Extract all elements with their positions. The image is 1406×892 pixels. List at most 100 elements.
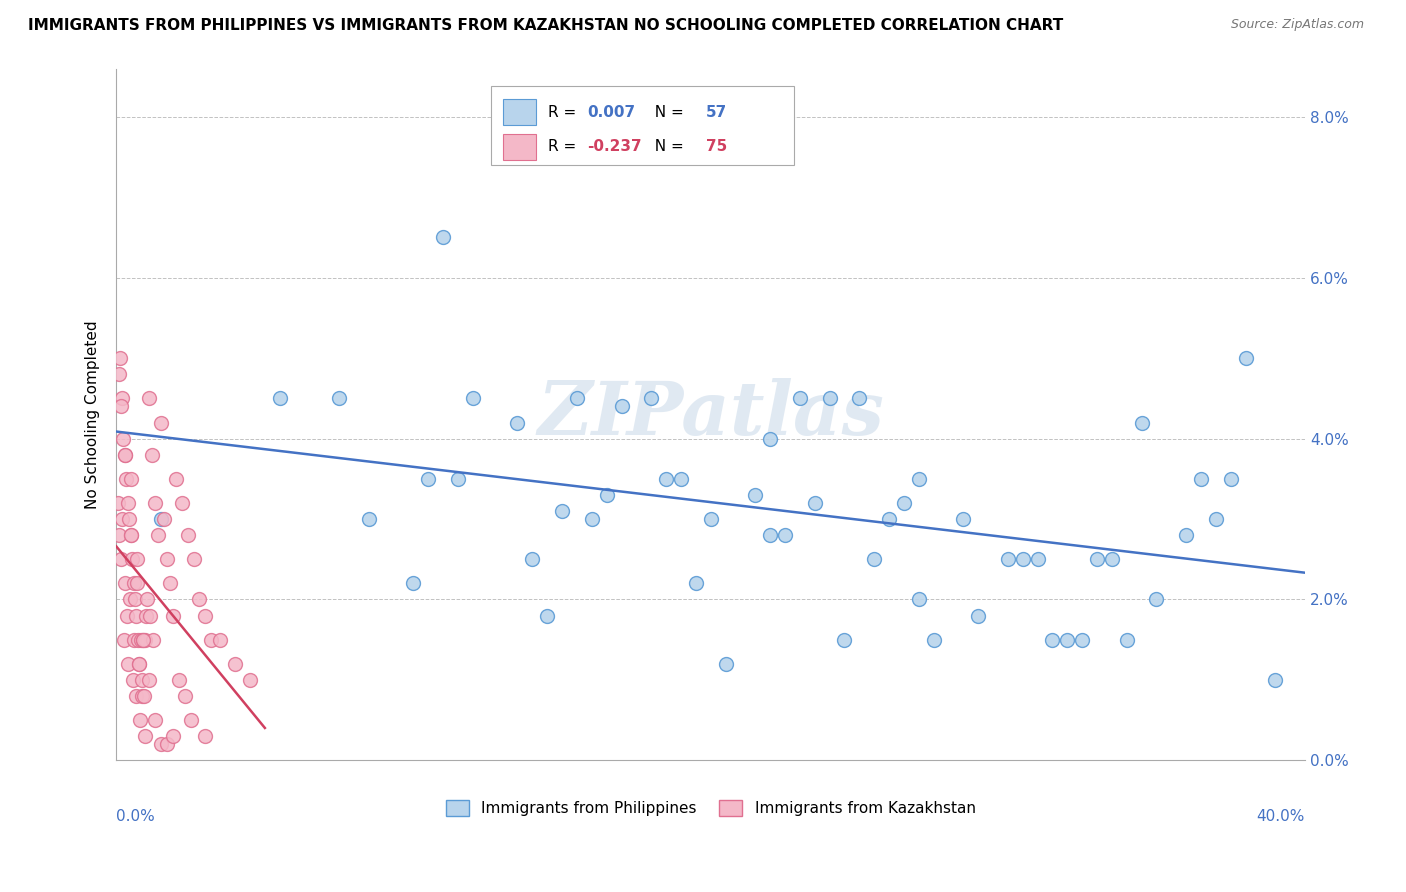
Point [803,496,825,510]
Point [131,689,153,703]
Point [610,400,633,414]
Point [551,504,574,518]
Point [907,592,929,607]
Point [114,576,136,591]
Point [1115,632,1137,647]
Point [128,657,150,671]
Point [1146,592,1168,607]
Text: 40.0%: 40.0% [1257,809,1305,824]
Point [122,576,145,591]
Point [1189,472,1212,486]
Point [922,632,945,647]
Point [595,488,617,502]
Point [834,632,856,647]
Point [183,552,205,566]
Text: 0.0%: 0.0% [117,809,155,824]
Point [117,657,139,671]
Point [655,472,678,486]
Point [447,472,470,486]
Point [239,673,262,687]
Point [112,632,135,647]
Point [907,472,929,486]
Point [135,608,157,623]
Point [118,592,141,607]
Point [536,608,558,623]
Point [139,608,162,623]
Point [124,592,146,607]
Point [138,392,160,406]
Point [877,512,900,526]
Point [581,512,603,526]
Point [402,576,425,591]
Point [461,392,484,406]
Point [952,512,974,526]
Point [111,432,134,446]
Point [432,230,454,244]
Point [111,392,134,406]
Point [863,552,886,566]
Point [134,729,156,743]
Point [143,713,166,727]
Point [1264,673,1286,687]
Point [162,608,184,623]
Point [129,632,152,647]
Text: IMMIGRANTS FROM PHILIPPINES VS IMMIGRANTS FROM KAZAKHSTAN NO SCHOOLING COMPLETED: IMMIGRANTS FROM PHILIPPINES VS IMMIGRANT… [28,18,1063,33]
Point [269,392,291,406]
Point [522,552,544,566]
Point [328,392,350,406]
Point [357,512,380,526]
Point [173,689,195,703]
Point [115,608,138,623]
Point [176,528,198,542]
Point [120,472,142,486]
Point [142,632,165,647]
Point [170,496,193,510]
Bar [502,134,536,160]
Point [117,496,139,510]
Point [997,552,1019,566]
Point [1085,552,1108,566]
Point [1056,632,1078,647]
Point [209,632,232,647]
Text: N =: N = [645,104,689,120]
FancyBboxPatch shape [491,86,794,165]
Point [141,448,163,462]
Point [107,496,129,510]
Point [128,657,150,671]
Point [194,729,217,743]
Point [167,673,190,687]
Text: 0.007: 0.007 [588,104,636,120]
Point [773,528,796,542]
Point [1011,552,1033,566]
Point [110,552,132,566]
Point [149,512,172,526]
Point [132,632,155,647]
Point [156,737,179,751]
Point [159,576,181,591]
Point [188,592,211,607]
Point [165,472,187,486]
Point [669,472,692,486]
Point [127,632,149,647]
Point [134,632,156,647]
Point [111,512,134,526]
Point [156,552,179,566]
Point [418,472,440,486]
Point [110,400,132,414]
Point [893,496,915,510]
Bar [502,99,536,125]
Text: R =: R = [548,104,581,120]
Point [685,576,707,591]
Point [162,729,184,743]
Point [699,512,721,526]
Point [506,416,529,430]
Point [125,576,148,591]
Text: -0.237: -0.237 [588,139,641,154]
Point [107,368,129,382]
Legend: Immigrants from Philippines, Immigrants from Kazakhstan: Immigrants from Philippines, Immigrants … [440,794,981,822]
Point [1071,632,1094,647]
Point [153,512,176,526]
Text: R =: R = [548,139,581,154]
Y-axis label: No Schooling Completed: No Schooling Completed [86,320,100,508]
Point [714,657,737,671]
